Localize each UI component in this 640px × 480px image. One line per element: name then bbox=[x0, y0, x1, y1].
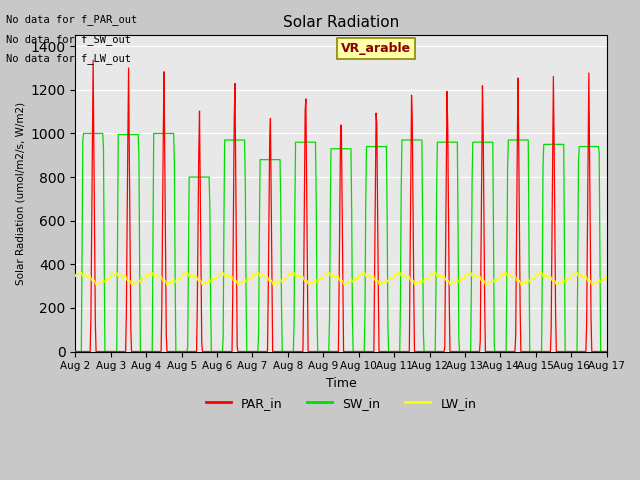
Text: No data for f_SW_out: No data for f_SW_out bbox=[6, 34, 131, 45]
Text: No data for f_LW_out: No data for f_LW_out bbox=[6, 53, 131, 64]
Y-axis label: Solar Radiation (umol/m2/s, W/m2): Solar Radiation (umol/m2/s, W/m2) bbox=[15, 102, 25, 285]
X-axis label: Time: Time bbox=[326, 377, 356, 390]
Title: Solar Radiation: Solar Radiation bbox=[283, 15, 399, 30]
Text: VR_arable: VR_arable bbox=[341, 42, 411, 55]
Text: No data for f_PAR_out: No data for f_PAR_out bbox=[6, 14, 138, 25]
Legend: PAR_in, SW_in, LW_in: PAR_in, SW_in, LW_in bbox=[201, 392, 481, 415]
